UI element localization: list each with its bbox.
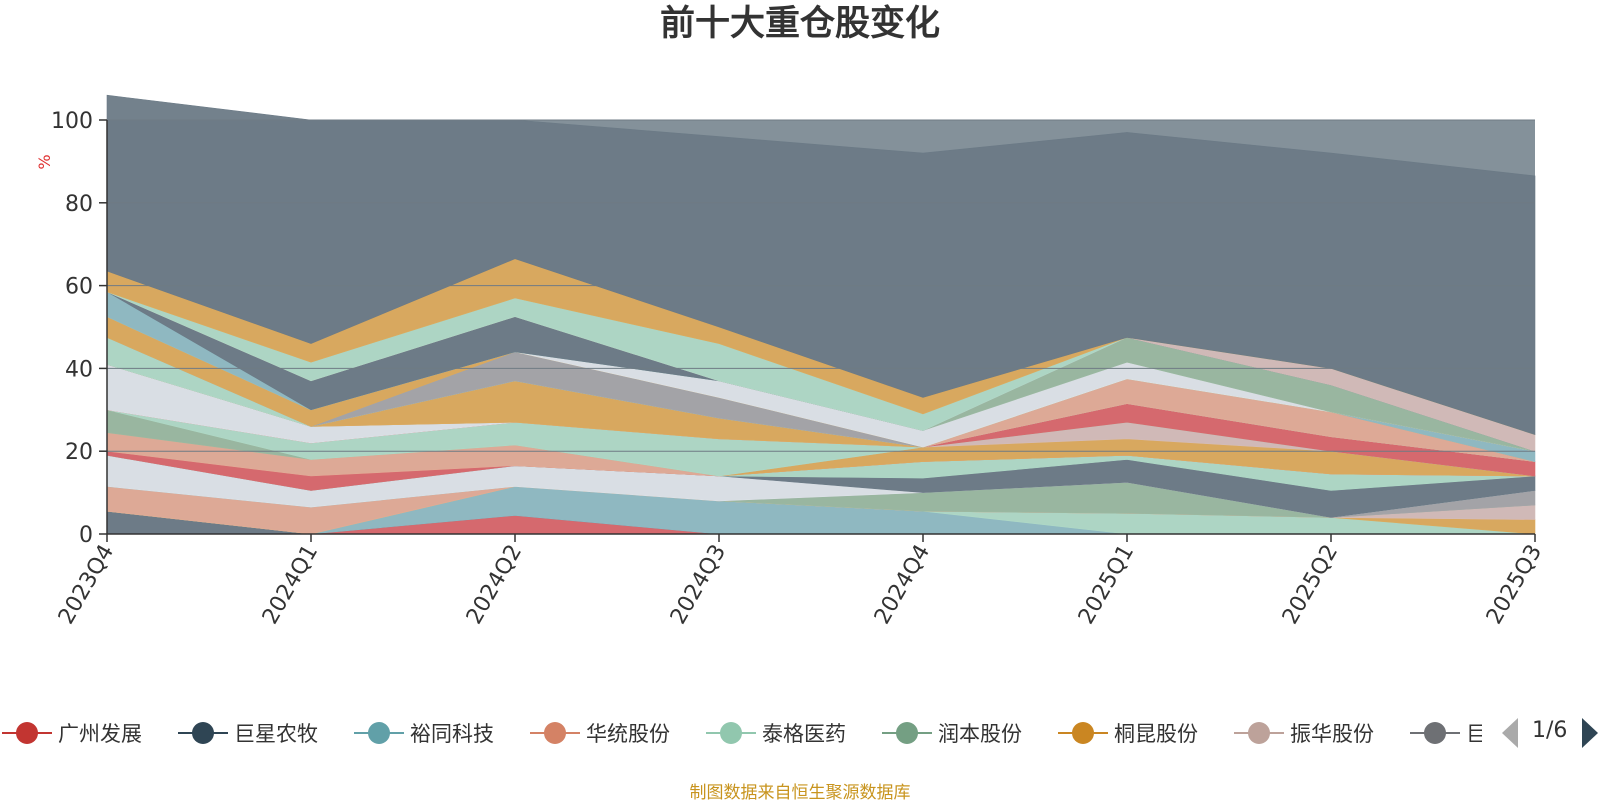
legend-page-indicator: 1/6 — [1532, 718, 1568, 743]
legend-label: 巨星农牧 — [234, 722, 318, 746]
legend-item-2[interactable]: 巨星农牧 — [178, 716, 318, 750]
y-tick-label: 80 — [65, 192, 93, 217]
x-tick-label: 2025Q1 — [1074, 541, 1139, 629]
legend-label: 华统股份 — [586, 722, 670, 746]
legend: 广州发展 巨星农牧 裕同科技 华统股份 泰格医药 润本股份 桐昆股份 振华股份 巨 — [0, 716, 1600, 750]
x-tick-label: 2025Q3 — [1482, 541, 1547, 629]
legend-marker-icon — [178, 722, 228, 744]
x-tick-label: 2024Q4 — [870, 541, 935, 629]
legend-marker-icon — [706, 722, 756, 744]
legend-items: 广州发展 巨星农牧 裕同科技 华统股份 泰格医药 润本股份 桐昆股份 振华股份 巨 — [0, 716, 1482, 750]
legend-marker-icon — [1058, 722, 1108, 744]
legend-label: 泰格医药 — [762, 722, 846, 746]
legend-item-9[interactable]: 巨 — [1410, 716, 1482, 750]
legend-marker-icon — [882, 722, 932, 744]
legend-item-7[interactable]: 桐昆股份 — [1058, 716, 1198, 750]
y-tick-label: 100 — [51, 109, 93, 134]
y-tick-label: 40 — [65, 357, 93, 382]
legend-marker-icon — [530, 722, 580, 744]
x-tick-label: 2024Q3 — [666, 541, 731, 629]
legend-label: 润本股份 — [938, 722, 1022, 746]
legend-marker-icon — [1234, 722, 1284, 744]
prev-page-icon[interactable] — [1502, 718, 1518, 748]
next-page-icon[interactable] — [1582, 718, 1598, 748]
legend-label: 裕同科技 — [410, 722, 494, 746]
area-series-35 — [106, 94, 1536, 436]
legend-item-5[interactable]: 泰格医药 — [706, 716, 846, 750]
x-tick-label: 2023Q4 — [54, 541, 119, 629]
legend-marker-icon — [1410, 722, 1460, 744]
data-source-note: 制图数据来自恒生聚源数据库 — [689, 783, 911, 803]
y-axis: 0 20 40 60 80 100 — [51, 109, 108, 548]
x-tick-label: 2025Q2 — [1278, 541, 1343, 629]
x-tick-label: 2024Q2 — [462, 541, 527, 629]
legend-label: 巨 — [1466, 722, 1482, 746]
legend-label: 振华股份 — [1290, 722, 1374, 746]
x-tick-label: 2024Q1 — [258, 541, 323, 629]
legend-item-6[interactable]: 润本股份 — [882, 716, 1022, 750]
y-tick-label: 60 — [65, 275, 93, 300]
x-axis: 2023Q4 2024Q1 2024Q2 2024Q3 2024Q4 2025Q1 2025… — [54, 533, 1547, 629]
legend-label: 桐昆股份 — [1114, 722, 1198, 746]
chart-title: 前十大重仓股变化 — [660, 4, 940, 44]
legend-pager: 1/6 — [1498, 716, 1600, 750]
legend-item-3[interactable]: 裕同科技 — [354, 716, 494, 750]
y-axis-unit-label: % — [35, 154, 54, 169]
legend-item-4[interactable]: 华统股份 — [530, 716, 670, 750]
legend-marker-icon — [2, 722, 52, 744]
legend-item-8[interactable]: 振华股份 — [1234, 716, 1374, 750]
legend-label: 广州发展 — [58, 722, 142, 746]
area-series-group — [106, 94, 1536, 535]
legend-marker-icon — [354, 722, 404, 744]
y-tick-label: 20 — [65, 440, 93, 465]
legend-item-1[interactable]: 广州发展 — [2, 716, 142, 750]
y-tick-label: 0 — [79, 523, 93, 548]
